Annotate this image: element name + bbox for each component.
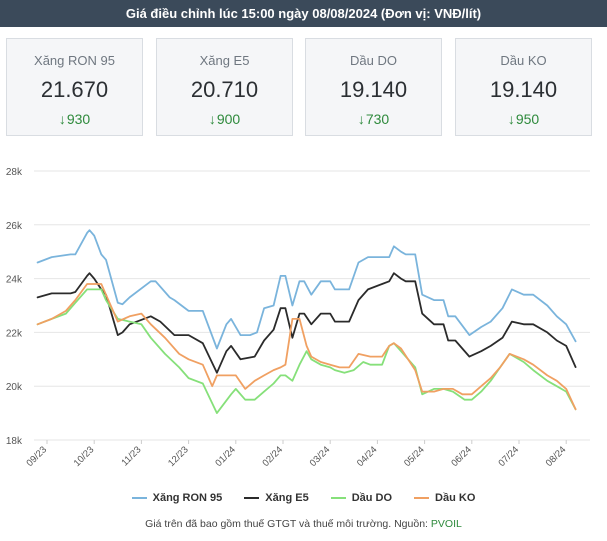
- price-card-ron95: Xăng RON 95 21.670 ↓930: [6, 38, 143, 136]
- page-header: Giá điều chỉnh lúc 15:00 ngày 08/08/2024…: [0, 0, 607, 27]
- legend-item-ron95[interactable]: Xăng RON 95: [131, 492, 223, 504]
- legend-swatch: [330, 497, 346, 499]
- card-change-value: 730: [365, 111, 390, 127]
- x-tick-label: 03/24: [308, 444, 333, 469]
- x-tick-label: 06/24: [449, 444, 474, 469]
- source-link[interactable]: PVOIL: [430, 518, 462, 530]
- card-price-change: ↓950: [456, 111, 591, 127]
- card-fuel-name: Xăng E5: [199, 53, 250, 68]
- arrow-down-icon: ↓: [208, 111, 216, 127]
- x-tick-label: 10/23: [72, 444, 97, 469]
- legend-label: Dầu KO: [435, 492, 476, 504]
- legend-swatch: [414, 497, 430, 499]
- y-tick-label: 22k: [6, 328, 23, 339]
- price-cards: Xăng RON 95 21.670 ↓930 Xăng E5 20.710 ↓…: [6, 38, 603, 138]
- series-line-do: [36, 288, 577, 414]
- price-card-ko: Dầu KO 19.140 ↓950: [455, 38, 592, 136]
- price-line-chart: 18k 20k 22k 24k 26k 28k 09/23 10/23 11/23 12/23 01…: [6, 167, 590, 469]
- legend-swatch: [131, 497, 147, 499]
- x-tick-label: 01/24: [213, 444, 238, 469]
- x-tick-label: 11/23: [119, 444, 143, 468]
- legend-item-do[interactable]: Dầu DO: [330, 492, 393, 504]
- legend-label: Dầu DO: [351, 492, 393, 504]
- y-tick-label: 24k: [6, 275, 23, 286]
- chart-footnote: Giá trên đã bao gồm thuế GTGT và thuế mô…: [0, 518, 607, 530]
- legend-item-ko[interactable]: Dầu KO: [414, 492, 475, 504]
- x-tick-label: 07/24: [497, 444, 522, 469]
- series-line-ko: [36, 283, 577, 411]
- y-tick-label: 18k: [6, 436, 23, 447]
- card-price-value: 21.670: [40, 77, 109, 102]
- x-tick-label: 09/23: [25, 444, 50, 469]
- card-price-change: ↓900: [157, 111, 292, 127]
- series-line-ron95: [36, 229, 577, 350]
- arrow-down-icon: ↓: [58, 111, 66, 127]
- page-title: Giá điều chỉnh lúc 15:00 ngày 08/08/2024…: [125, 6, 482, 21]
- card-change-value: 900: [216, 111, 241, 127]
- arrow-down-icon: ↓: [357, 111, 365, 127]
- x-tick-label: 05/24: [402, 444, 427, 469]
- card-price-value: 19.140: [339, 77, 408, 102]
- arrow-down-icon: ↓: [507, 111, 515, 127]
- legend-item-e5[interactable]: Xăng E5: [244, 492, 309, 504]
- footnote-text: Giá trên đã bao gồm thuế GTGT và thuế mô…: [145, 518, 428, 530]
- card-change-value: 930: [66, 111, 91, 127]
- legend-label: Xăng RON 95: [152, 492, 223, 504]
- card-price-value: 20.710: [190, 77, 259, 102]
- x-tick-label: 04/24: [355, 444, 380, 469]
- x-tick-label: 02/24: [261, 444, 286, 469]
- card-price-change: ↓730: [306, 111, 441, 127]
- series-line-e5: [36, 272, 577, 374]
- legend-swatch: [244, 497, 260, 499]
- x-tick-label: 12/23: [166, 444, 191, 469]
- y-tick-label: 28k: [6, 167, 23, 178]
- card-fuel-name: Dầu KO: [500, 53, 547, 68]
- card-fuel-name: Dầu DO: [350, 53, 397, 68]
- chart-legend: Xăng RON 95 Xăng E5 Dầu DO Dầu KO: [0, 490, 607, 506]
- card-price-change: ↓930: [7, 111, 142, 127]
- card-change-value: 950: [515, 111, 540, 127]
- y-tick-label: 20k: [6, 382, 23, 393]
- x-tick-label: 08/24: [544, 444, 569, 469]
- legend-label: Xăng E5: [265, 492, 309, 504]
- price-card-e5: Xăng E5 20.710 ↓900: [156, 38, 293, 136]
- card-price-value: 19.140: [489, 77, 558, 102]
- card-fuel-name: Xăng RON 95: [34, 53, 115, 68]
- price-card-do: Dầu DO 19.140 ↓730: [305, 38, 442, 136]
- y-tick-label: 26k: [6, 221, 23, 232]
